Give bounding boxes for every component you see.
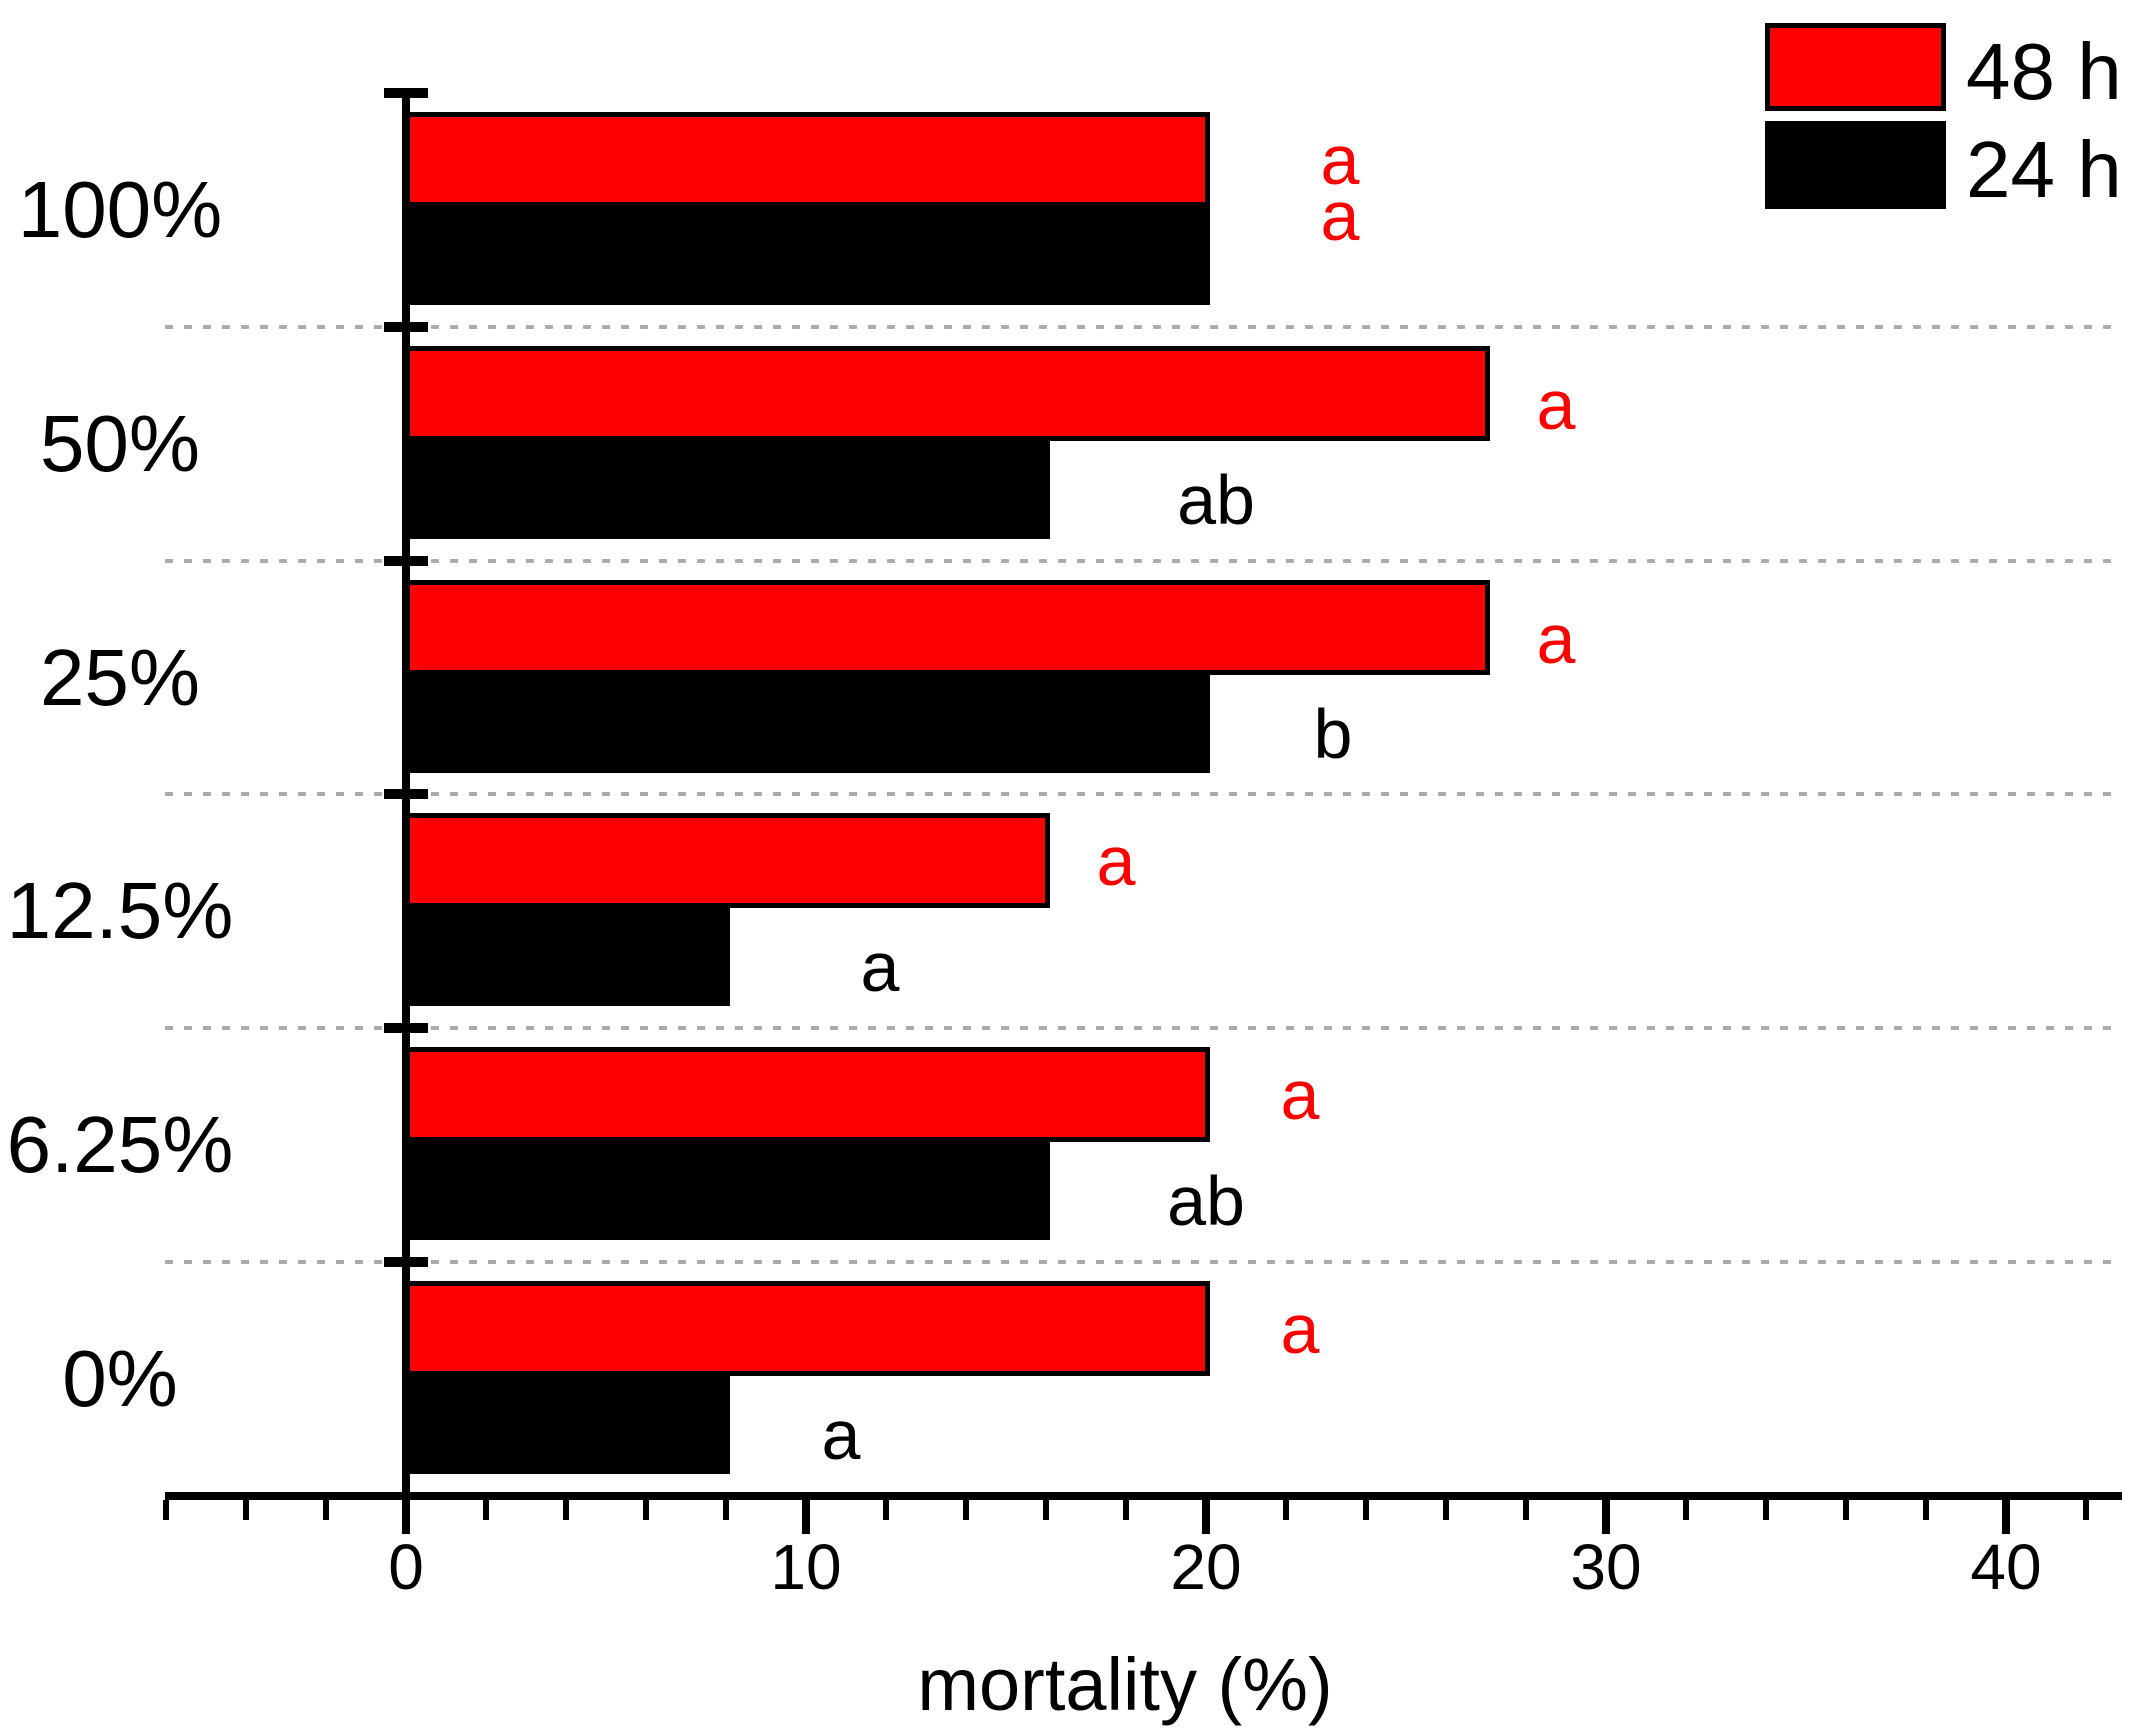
bar-24h-0%: [402, 1376, 730, 1475]
category-label: 25%: [39, 632, 201, 722]
x-axis-major-tick: [802, 1500, 810, 1534]
y-axis-line: [402, 93, 410, 1500]
x-axis-minor-tick: [963, 1500, 969, 1520]
x-axis-minor-tick: [1683, 1500, 1689, 1520]
bar-48h-6.25%: [402, 1047, 1210, 1143]
legend-swatch-48h: [1765, 23, 1946, 111]
category-label: 50%: [39, 398, 201, 488]
significance-letter: a: [1280, 1289, 1320, 1368]
x-axis-minor-tick: [723, 1500, 729, 1520]
x-axis-minor-tick: [643, 1500, 649, 1520]
x-axis-major-tick: [1202, 1500, 1210, 1534]
x-axis-minor-tick: [323, 1500, 329, 1520]
category-separator-gridline: [165, 1026, 2122, 1031]
x-axis-line: [165, 1492, 2122, 1500]
x-axis-title: mortality (%): [917, 1643, 1333, 1726]
legend-swatch-24h: [1765, 121, 1946, 209]
x-axis-minor-tick: [563, 1500, 569, 1520]
significance-letter: a: [1536, 366, 1576, 445]
bar-24h-12.5%: [402, 908, 730, 1007]
significance-letter: ab: [1167, 1162, 1245, 1241]
category-label: 0%: [62, 1334, 178, 1424]
x-axis-minor-tick: [2083, 1500, 2089, 1520]
x-axis-minor-tick: [1123, 1500, 1129, 1520]
bar-48h-50%: [402, 345, 1490, 441]
x-axis-minor-tick: [1923, 1500, 1929, 1520]
x-axis-minor-tick: [1043, 1500, 1049, 1520]
significance-letter: a: [1320, 177, 1360, 255]
category-separator-gridline: [165, 1260, 2122, 1265]
legend-label-48h: 48 h: [1966, 27, 2122, 116]
significance-letter: a: [1320, 120, 1360, 199]
x-axis-tick-label: 0: [388, 1531, 424, 1603]
x-axis-major-tick: [2002, 1500, 2010, 1534]
x-axis-tick-label: 30: [1570, 1531, 1642, 1603]
x-axis-minor-tick: [1363, 1500, 1369, 1520]
significance-letter: a: [1096, 821, 1136, 900]
bar-24h-25%: [402, 674, 1210, 773]
category-separator-gridline: [165, 792, 2122, 797]
category-label: 6.25%: [6, 1100, 234, 1190]
bar-24h-50%: [402, 440, 1050, 539]
x-axis-minor-tick: [1523, 1500, 1529, 1520]
x-axis-minor-tick: [1843, 1500, 1849, 1520]
bar-48h-100%: [402, 112, 1210, 207]
category-label: 12.5%: [6, 866, 234, 956]
x-axis-major-tick: [402, 1500, 410, 1534]
x-axis-minor-tick: [163, 1500, 169, 1520]
bar-24h-100%: [402, 207, 1210, 305]
significance-letter: a: [821, 1396, 861, 1475]
significance-letter: a: [860, 928, 900, 1007]
category-separator-gridline: [165, 324, 2122, 329]
x-axis-minor-tick: [883, 1500, 889, 1520]
x-axis-minor-tick: [1763, 1500, 1769, 1520]
significance-letter: b: [1313, 694, 1353, 773]
bar-48h-12.5%: [402, 813, 1050, 909]
x-axis-major-tick: [1602, 1500, 1610, 1534]
category-label: 100%: [17, 164, 223, 254]
x-axis-minor-tick: [1283, 1500, 1289, 1520]
bar-48h-0%: [402, 1281, 1210, 1377]
significance-letter: ab: [1177, 460, 1255, 539]
x-axis-minor-tick: [1443, 1500, 1449, 1520]
x-axis-minor-tick: [483, 1500, 489, 1520]
x-axis-minor-tick: [243, 1500, 249, 1520]
legend-label-24h: 24 h: [1966, 125, 2122, 214]
x-axis-tick-label: 40: [1970, 1531, 2042, 1603]
significance-letter: a: [1536, 600, 1576, 679]
bar-24h-6.25%: [402, 1142, 1050, 1241]
bar-48h-25%: [402, 579, 1490, 675]
category-separator-gridline: [165, 558, 2122, 563]
significance-letter: a: [1280, 1055, 1320, 1134]
x-axis-tick-label: 20: [1170, 1531, 1242, 1603]
x-axis-tick-label: 10: [770, 1531, 842, 1603]
